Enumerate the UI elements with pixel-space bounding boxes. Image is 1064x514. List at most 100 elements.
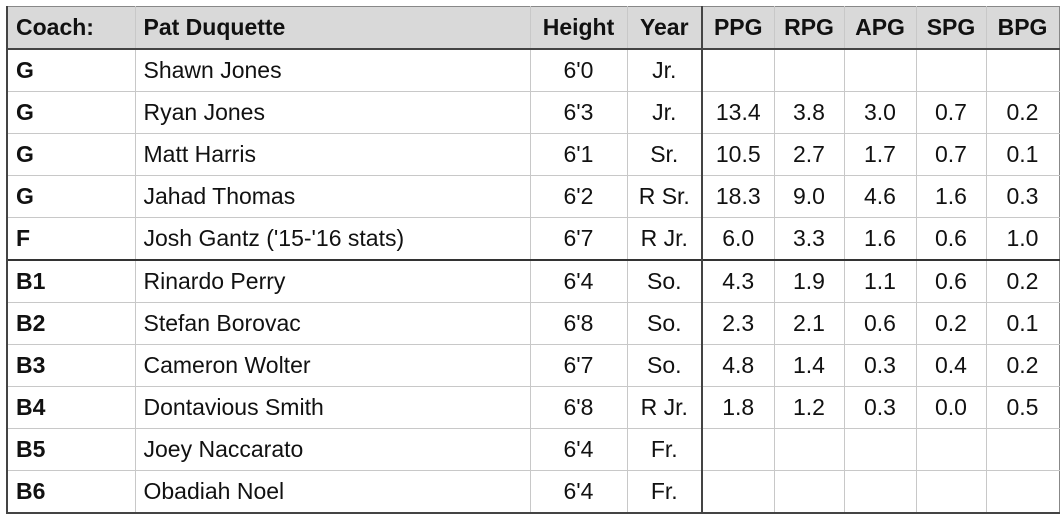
apg-cell <box>844 428 917 471</box>
rpg-cell: 1.2 <box>774 386 845 429</box>
table-row: G Ryan Jones 6'3 Jr. 13.4 3.8 3.0 0.7 0.2 <box>6 91 1060 134</box>
apg-header: APG <box>844 6 917 50</box>
height-header: Height <box>530 6 628 50</box>
player-name-cell: Matt Harris <box>135 133 531 176</box>
year-cell: R Sr. <box>627 175 703 218</box>
year-cell: Sr. <box>627 133 703 176</box>
apg-cell: 0.3 <box>844 386 917 429</box>
spg-cell <box>916 470 987 514</box>
spg-cell: 0.7 <box>916 91 987 134</box>
rpg-cell <box>774 428 845 471</box>
rpg-cell: 1.4 <box>774 344 845 387</box>
apg-cell: 1.6 <box>844 217 917 261</box>
rpg-cell <box>774 49 845 92</box>
position-cell: G <box>6 175 136 218</box>
bpg-cell: 0.2 <box>986 91 1060 134</box>
position-cell: B6 <box>6 470 136 514</box>
bpg-cell <box>986 49 1060 92</box>
year-header: Year <box>627 6 703 50</box>
table-row: G Jahad Thomas 6'2 R Sr. 18.3 9.0 4.6 1.6 0.3 <box>6 175 1060 218</box>
rpg-cell: 3.3 <box>774 217 845 261</box>
rpg-header: RPG <box>774 6 845 50</box>
height-cell: 6'1 <box>530 133 628 176</box>
table-row: G Matt Harris 6'1 Sr. 10.5 2.7 1.7 0.7 0.1 <box>6 133 1060 176</box>
year-cell: Fr. <box>627 470 703 514</box>
height-cell: 6'7 <box>530 344 628 387</box>
bpg-cell: 0.2 <box>986 259 1060 303</box>
position-cell: B2 <box>6 302 136 345</box>
table-row: G Shawn Jones 6'0 Jr. <box>6 49 1060 92</box>
spg-cell: 1.6 <box>916 175 987 218</box>
spg-cell <box>916 428 987 471</box>
height-cell: 6'3 <box>530 91 628 134</box>
apg-cell: 0.3 <box>844 344 917 387</box>
year-cell: R Jr. <box>627 386 703 429</box>
rpg-cell: 1.9 <box>774 259 845 303</box>
spg-cell: 0.6 <box>916 259 987 303</box>
year-cell: So. <box>627 259 703 303</box>
spg-cell <box>916 49 987 92</box>
player-name-cell: Ryan Jones <box>135 91 531 134</box>
height-cell: 6'2 <box>530 175 628 218</box>
spg-header: SPG <box>916 6 987 50</box>
bpg-cell: 1.0 <box>986 217 1060 261</box>
spg-cell: 0.6 <box>916 217 987 261</box>
position-cell: B5 <box>6 428 136 471</box>
apg-cell: 1.1 <box>844 259 917 303</box>
spg-cell: 0.2 <box>916 302 987 345</box>
player-name-cell: Stefan Borovac <box>135 302 531 345</box>
ppg-cell <box>701 428 775 471</box>
year-cell: Fr. <box>627 428 703 471</box>
ppg-cell: 6.0 <box>701 217 775 261</box>
apg-cell: 4.6 <box>844 175 917 218</box>
apg-cell: 0.6 <box>844 302 917 345</box>
year-cell: R Jr. <box>627 217 703 261</box>
header-row: Coach: Pat Duquette Height Year PPG RPG … <box>6 6 1060 50</box>
table-row: F Josh Gantz ('15-'16 stats) 6'7 R Jr. 6.0 3.… <box>6 217 1060 261</box>
ppg-cell: 4.3 <box>701 259 775 303</box>
coach-label: Coach: <box>6 6 136 50</box>
player-name-cell: Cameron Wolter <box>135 344 531 387</box>
bpg-header: BPG <box>986 6 1060 50</box>
height-cell: 6'4 <box>530 470 628 514</box>
position-cell: B4 <box>6 386 136 429</box>
player-name-cell: Josh Gantz ('15-'16 stats) <box>135 217 531 261</box>
height-cell: 6'4 <box>530 428 628 471</box>
position-cell: B3 <box>6 344 136 387</box>
apg-cell: 3.0 <box>844 91 917 134</box>
bpg-cell: 0.5 <box>986 386 1060 429</box>
player-name-cell: Shawn Jones <box>135 49 531 92</box>
table-row: B2 Stefan Borovac 6'8 So. 2.3 2.1 0.6 0.2 0.1 <box>6 302 1060 345</box>
position-cell: G <box>6 91 136 134</box>
rpg-cell: 2.1 <box>774 302 845 345</box>
bpg-cell: 0.3 <box>986 175 1060 218</box>
height-cell: 6'7 <box>530 217 628 261</box>
ppg-cell: 13.4 <box>701 91 775 134</box>
apg-cell <box>844 470 917 514</box>
position-cell: B1 <box>6 259 136 303</box>
player-name-cell: Joey Naccarato <box>135 428 531 471</box>
year-cell: So. <box>627 302 703 345</box>
apg-cell <box>844 49 917 92</box>
table-row: B6 Obadiah Noel 6'4 Fr. <box>6 470 1060 514</box>
height-cell: 6'8 <box>530 302 628 345</box>
table-row: B5 Joey Naccarato 6'4 Fr. <box>6 428 1060 471</box>
ppg-cell <box>701 470 775 514</box>
player-name-cell: Obadiah Noel <box>135 470 531 514</box>
rpg-cell <box>774 470 845 514</box>
table-row: B1 Rinardo Perry 6'4 So. 4.3 1.9 1.1 0.6 0.2 <box>6 259 1060 303</box>
rpg-cell: 9.0 <box>774 175 845 218</box>
table-row: B4 Dontavious Smith 6'8 R Jr. 1.8 1.2 0.3 0.0 0.… <box>6 386 1060 429</box>
ppg-header: PPG <box>701 6 775 50</box>
year-cell: Jr. <box>627 49 703 92</box>
ppg-cell: 10.5 <box>701 133 775 176</box>
spg-cell: 0.7 <box>916 133 987 176</box>
apg-cell: 1.7 <box>844 133 917 176</box>
ppg-cell: 2.3 <box>701 302 775 345</box>
bpg-cell: 0.1 <box>986 302 1060 345</box>
height-cell: 6'8 <box>530 386 628 429</box>
roster-table: Coach: Pat Duquette Height Year PPG RPG … <box>6 6 1060 514</box>
bpg-cell: 0.1 <box>986 133 1060 176</box>
year-cell: Jr. <box>627 91 703 134</box>
roster-body: G Shawn Jones 6'0 Jr. G Ryan Jones 6'3 Jr. 13.4 3… <box>6 49 1060 514</box>
